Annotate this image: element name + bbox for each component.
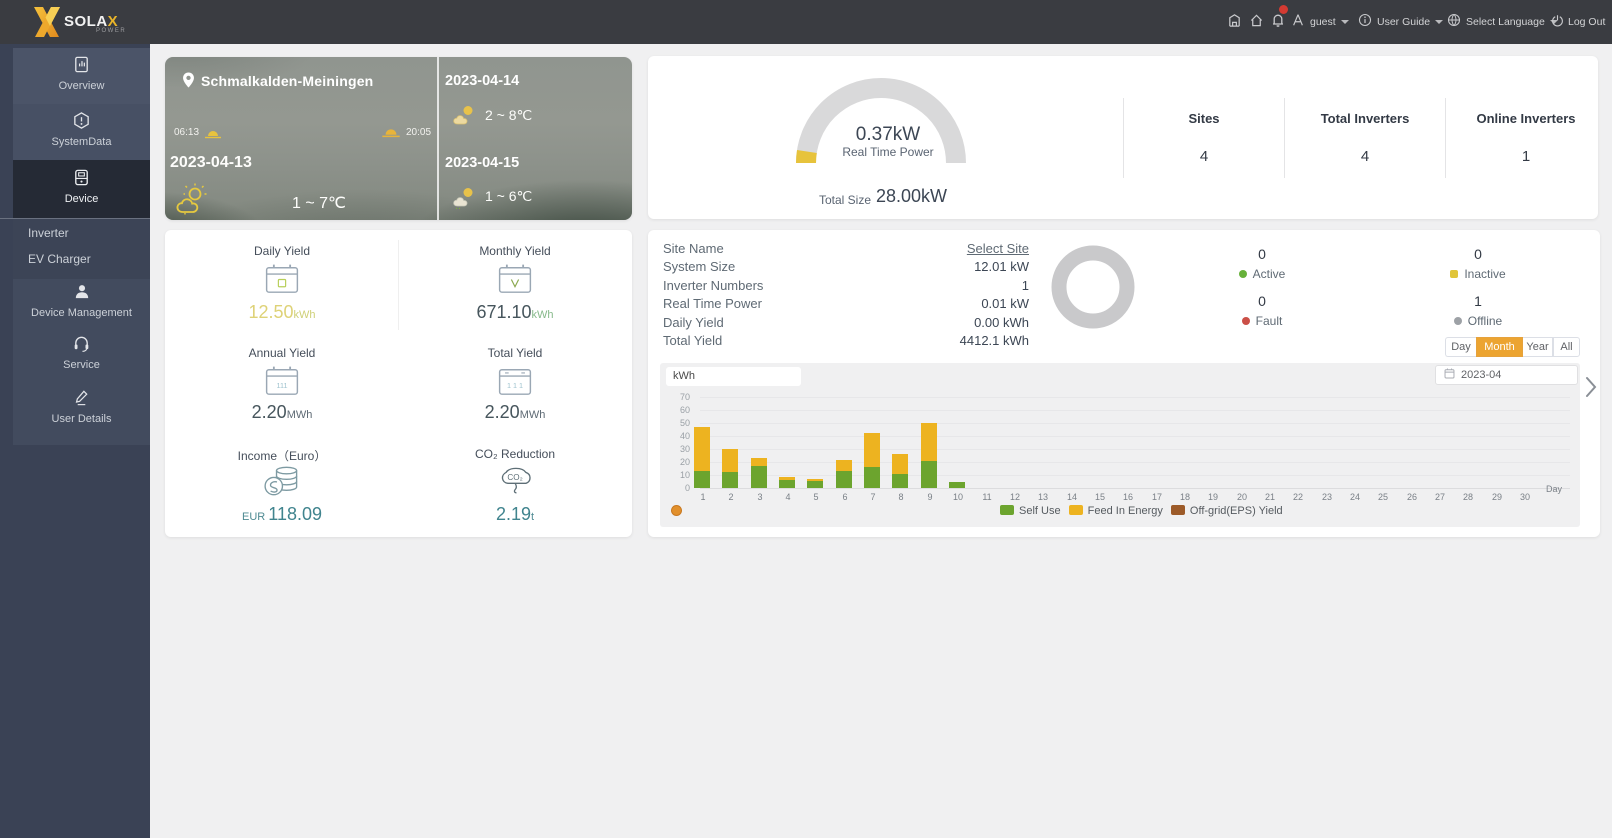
svg-text:1 1 1: 1 1 1 (507, 381, 523, 390)
svg-text:CO₂: CO₂ (507, 473, 522, 482)
svg-text:111: 111 (277, 381, 288, 390)
